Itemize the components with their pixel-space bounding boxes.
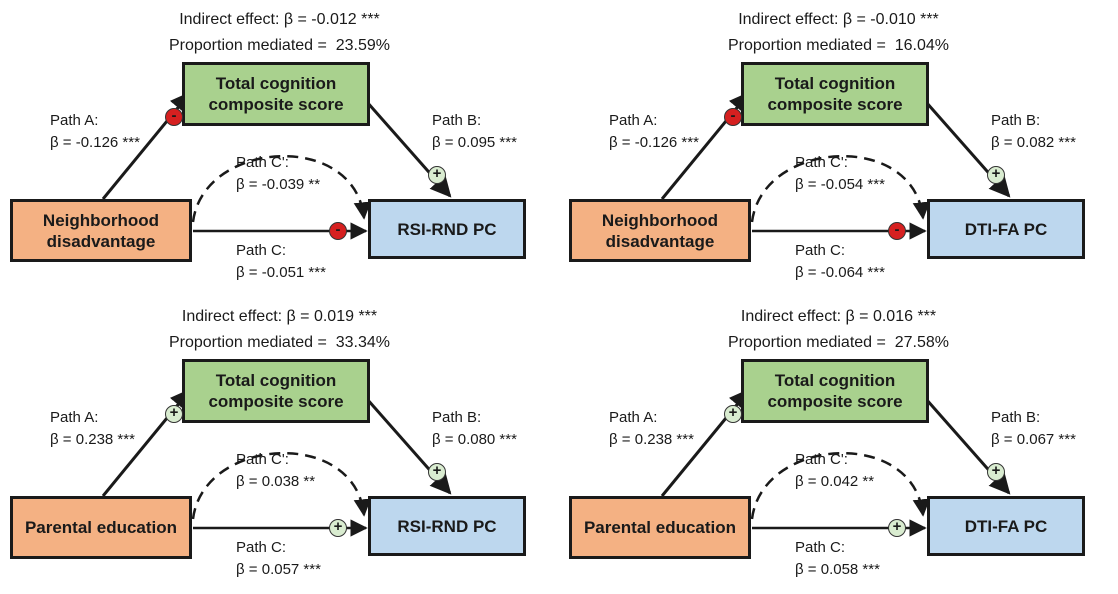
path-c-beta: β = -0.051 ***	[236, 264, 326, 281]
path-a-beta: β = -0.126 ***	[609, 134, 699, 151]
path-c-sign-icon: +	[329, 519, 347, 537]
path-c-beta: β = 0.057 ***	[236, 561, 321, 578]
path-b-sign-icon: +	[987, 463, 1005, 481]
path-c-label: Path C:	[795, 242, 846, 259]
outcome-box: DTI-FA PC	[927, 199, 1085, 259]
mediator-label: Total cognition composite score	[767, 74, 903, 114]
proportion-mediated-label: Proportion mediated = 27.58%	[727, 334, 950, 351]
mediation-panel-2: Indirect effect: β = -0.010 *** Proporti…	[559, 0, 1118, 297]
path-b-label: Path B:	[991, 112, 1041, 129]
path-c-prime-label: Path C':	[795, 451, 848, 468]
mediation-panel-1: Indirect effect: β = -0.012 *** Proporti…	[0, 0, 559, 297]
proportion-mediated-label: Proportion mediated = 23.59%	[168, 37, 391, 54]
path-b-sign-icon: +	[987, 166, 1005, 184]
path-b-beta: β = 0.095 ***	[432, 134, 517, 151]
path-b-sign-icon: +	[428, 463, 446, 481]
path-c-prime-label: Path C':	[795, 154, 848, 171]
path-b-beta: β = 0.082 ***	[991, 134, 1076, 151]
path-c-sign-icon: -	[888, 222, 906, 240]
indirect-effect-label: Indirect effect: β = -0.012 ***	[179, 11, 380, 28]
indirect-effect-label: Indirect effect: β = 0.016 ***	[740, 308, 937, 325]
path-a-sign-icon: -	[165, 108, 183, 126]
path-c-beta: β = 0.058 ***	[795, 561, 880, 578]
outcome-box: RSI-RND PC	[368, 496, 526, 556]
mediator-label: Total cognition composite score	[767, 371, 903, 411]
outcome-label: DTI-FA PC	[964, 219, 1048, 239]
outcome-label: RSI-RND PC	[397, 516, 497, 536]
outcome-box: RSI-RND PC	[368, 199, 526, 259]
path-c-prime-arrow	[191, 155, 372, 223]
mediation-panel-4: Indirect effect: β = 0.016 *** Proportio…	[559, 297, 1118, 594]
predictor-label: Parental education	[583, 518, 737, 537]
path-b-label: Path B:	[432, 112, 482, 129]
path-a-beta: β = 0.238 ***	[609, 431, 694, 448]
predictor-box: Neighborhood disadvantage	[10, 199, 192, 262]
predictor-label: Neighborhood disadvantage	[42, 210, 160, 251]
predictor-box: Neighborhood disadvantage	[569, 199, 751, 262]
path-c-prime-beta: β = 0.038 **	[236, 473, 316, 490]
path-a-beta: β = 0.238 ***	[50, 431, 135, 448]
path-b-label: Path B:	[991, 409, 1041, 426]
path-c-prime-arrow	[750, 155, 931, 223]
path-b-sign-icon: +	[428, 166, 446, 184]
path-b-beta: β = 0.080 ***	[432, 431, 517, 448]
indirect-effect-label: Indirect effect: β = -0.010 ***	[738, 11, 939, 28]
path-c-label: Path C:	[795, 539, 846, 556]
mediator-box: Total cognition composite score	[182, 62, 370, 126]
outcome-label: DTI-FA PC	[964, 516, 1048, 536]
mediator-label: Total cognition composite score	[208, 371, 344, 411]
path-a-label: Path A:	[50, 409, 99, 426]
path-a-label: Path A:	[50, 112, 99, 129]
path-a-sign-icon: -	[724, 108, 742, 126]
path-c-prime-label: Path C':	[236, 451, 289, 468]
path-a-sign-icon: +	[165, 405, 183, 423]
predictor-label: Neighborhood disadvantage	[601, 210, 719, 251]
outcome-box: DTI-FA PC	[927, 496, 1085, 556]
path-c-prime-beta: β = -0.039 **	[236, 176, 321, 193]
path-a-label: Path A:	[609, 112, 658, 129]
path-c-beta: β = -0.064 ***	[795, 264, 885, 281]
mediator-box: Total cognition composite score	[182, 359, 370, 423]
path-c-label: Path C:	[236, 539, 287, 556]
mediator-box: Total cognition composite score	[741, 359, 929, 423]
path-c-sign-icon: -	[329, 222, 347, 240]
mediator-label: Total cognition composite score	[208, 74, 344, 114]
predictor-box: Parental education	[10, 496, 192, 559]
path-c-prime-beta: β = -0.054 ***	[795, 176, 885, 193]
outcome-label: RSI-RND PC	[397, 219, 497, 239]
path-a-sign-icon: +	[724, 405, 742, 423]
path-c-prime-arrow	[750, 452, 931, 520]
path-c-prime-beta: β = 0.042 **	[795, 473, 875, 490]
path-a-label: Path A:	[609, 409, 658, 426]
indirect-effect-label: Indirect effect: β = 0.019 ***	[181, 308, 378, 325]
mediation-panel-3: Indirect effect: β = 0.019 *** Proportio…	[0, 297, 559, 594]
path-a-beta: β = -0.126 ***	[50, 134, 140, 151]
mediator-box: Total cognition composite score	[741, 62, 929, 126]
proportion-mediated-label: Proportion mediated = 16.04%	[727, 37, 950, 54]
path-c-prime-label: Path C':	[236, 154, 289, 171]
proportion-mediated-label: Proportion mediated = 33.34%	[168, 334, 391, 351]
predictor-box: Parental education	[569, 496, 751, 559]
path-c-prime-arrow	[191, 452, 372, 520]
path-c-label: Path C:	[236, 242, 287, 259]
path-b-beta: β = 0.067 ***	[991, 431, 1076, 448]
path-c-sign-icon: +	[888, 519, 906, 537]
path-b-label: Path B:	[432, 409, 482, 426]
predictor-label: Parental education	[24, 518, 178, 537]
